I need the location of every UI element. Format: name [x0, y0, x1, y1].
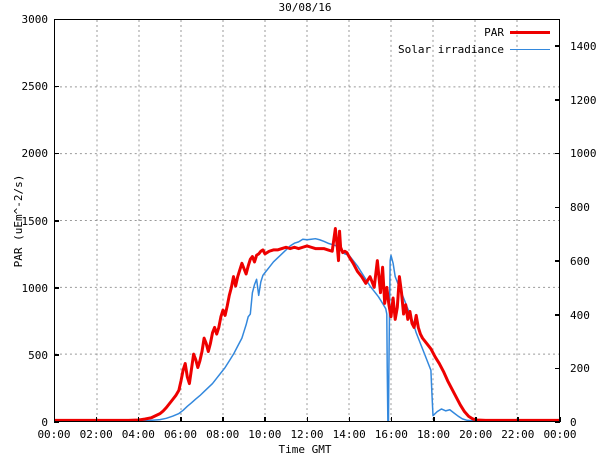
- chart-legend: PAR Solar irradiance: [340, 24, 550, 58]
- y-left-tick-mark: [54, 354, 59, 356]
- y-left-tick-mark: [54, 85, 59, 88]
- y-right-tick-label: 600: [570, 254, 590, 268]
- legend-item-solar-irradiance: Solar irradiance: [340, 41, 550, 58]
- y-right-tick-mark: [555, 314, 560, 316]
- y-axis-left-label: PAR (uEm^-2/s): [12, 174, 25, 267]
- x-tick-mark: [222, 417, 224, 422]
- x-axis-label: Time GMT: [278, 443, 332, 456]
- y-left-tick-mark: [54, 152, 59, 155]
- y-right-tick-mark: [555, 260, 560, 262]
- x-tick-label: 06:00: [163, 428, 198, 441]
- y-left-tick-mark: [54, 220, 59, 222]
- y-left-tick-mark: [54, 287, 59, 289]
- x-tick-label: 20:00: [459, 428, 493, 441]
- y-right-tick-mark: [555, 206, 560, 209]
- x-tick-mark: [390, 417, 393, 422]
- data-series-layer: [55, 227, 559, 421]
- y-right-tick-label: 200: [570, 362, 590, 376]
- x-tick-label: 08:00: [206, 428, 240, 441]
- x-tick-mark: [53, 417, 55, 422]
- x-tick-label: 00:00: [543, 428, 577, 441]
- grid-lines: [55, 20, 559, 421]
- x-tick-mark: [433, 417, 435, 422]
- x-tick-label: 04:00: [121, 428, 155, 441]
- legend-label-par: PAR: [484, 26, 504, 39]
- y-right-tick-label: 1000: [570, 147, 597, 161]
- legend-swatch-solar-irradiance: [510, 49, 550, 50]
- x-tick-mark: [137, 417, 140, 422]
- y-right-tick-mark: [555, 152, 560, 155]
- y-right-tick-label: 800: [570, 201, 590, 215]
- x-tick-mark: [180, 417, 182, 422]
- legend-swatch-par: [510, 31, 550, 34]
- y-left-tick-label: 3000: [21, 13, 49, 26]
- y-left-tick-mark: [54, 18, 59, 20]
- y-right-tick-label: 400: [570, 308, 590, 322]
- y-left-tick-label: 500: [28, 348, 48, 362]
- y-left-tick-mark: [54, 421, 59, 423]
- y-right-tick-label: 1200: [570, 93, 597, 107]
- legend-item-par: PAR: [340, 24, 550, 41]
- x-tick-mark: [95, 417, 98, 422]
- y-left-tick-label: 1000: [21, 281, 49, 295]
- x-tick-label: 18:00: [416, 428, 451, 441]
- x-tick-label: 22:00: [501, 428, 535, 441]
- y-right-tick-mark: [555, 99, 560, 101]
- x-tick-mark: [559, 417, 561, 422]
- x-tick-label: 16:00: [374, 428, 408, 441]
- x-tick-mark: [475, 417, 477, 422]
- y-right-tick-mark: [555, 45, 560, 47]
- y-right-tick-label: 1400: [570, 39, 597, 53]
- x-tick-mark: [264, 417, 266, 422]
- x-tick-label: 02:00: [79, 428, 113, 441]
- y-left-tick-label: 2000: [21, 147, 49, 161]
- x-tick-label: 12:00: [290, 428, 324, 441]
- y-right-tick-mark: [555, 367, 560, 370]
- y-left-tick-label: 0: [41, 416, 48, 429]
- y-left-tick-label: 1500: [21, 214, 49, 228]
- x-tick-label: 10:00: [248, 428, 282, 441]
- x-tick-mark: [306, 417, 308, 422]
- x-tick-mark: [348, 417, 351, 422]
- plot-area: [54, 19, 560, 422]
- y-right-tick-mark: [555, 421, 560, 423]
- y-right-tick-label: 0: [570, 416, 577, 429]
- legend-label-solar-irradiance: Solar irradiance: [398, 43, 504, 56]
- x-tick-mark: [517, 417, 519, 422]
- x-tick-label: 00:00: [37, 428, 71, 441]
- y-left-tick-label: 2500: [21, 80, 49, 94]
- chart-title: 30/08/16: [278, 1, 332, 14]
- series-par: [55, 227, 559, 421]
- x-tick-label: 14:00: [332, 428, 366, 441]
- series-solar-irradiance: [55, 237, 559, 421]
